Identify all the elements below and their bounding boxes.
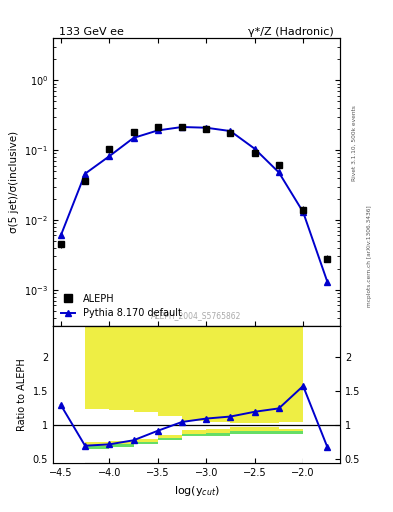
Bar <box>53 326 85 463</box>
Bar <box>158 416 182 435</box>
Bar <box>206 326 230 436</box>
Bar <box>158 326 182 438</box>
Y-axis label: Ratio to ALEPH: Ratio to ALEPH <box>17 358 27 431</box>
Bar <box>327 326 340 463</box>
Bar <box>182 326 206 434</box>
Bar <box>279 326 303 434</box>
Bar <box>327 326 340 463</box>
Text: ALEPH_2004_S5765862: ALEPH_2004_S5765862 <box>151 311 242 321</box>
Bar <box>255 326 279 432</box>
Bar <box>279 326 303 432</box>
Bar <box>109 410 134 441</box>
Y-axis label: σ(5 jet)/σ(inclusive): σ(5 jet)/σ(inclusive) <box>9 131 18 233</box>
Bar <box>230 326 255 432</box>
Bar <box>53 326 85 463</box>
Text: γ*/Z (Hadronic): γ*/Z (Hadronic) <box>248 27 334 37</box>
Bar <box>279 422 303 429</box>
Bar <box>230 423 255 428</box>
Bar <box>134 412 158 439</box>
Bar <box>255 326 279 434</box>
Bar <box>53 326 85 463</box>
Legend: ALEPH, Pythia 8.170 default: ALEPH, Pythia 8.170 default <box>58 291 185 322</box>
Bar <box>230 326 255 434</box>
Bar <box>303 326 327 463</box>
Bar <box>206 326 230 433</box>
X-axis label: log(y$_{cut}$): log(y$_{cut}$) <box>173 484 220 498</box>
Bar <box>303 326 327 463</box>
Bar <box>134 326 158 444</box>
Bar <box>255 423 279 428</box>
Bar <box>182 326 206 436</box>
Text: 133 GeV ee: 133 GeV ee <box>59 27 124 37</box>
Bar <box>327 326 340 463</box>
Text: mcplots.cern.ch [arXiv:1306.3436]: mcplots.cern.ch [arXiv:1306.3436] <box>367 205 373 307</box>
Bar <box>85 326 109 449</box>
Bar <box>158 326 182 440</box>
Bar <box>109 326 134 444</box>
Bar <box>109 326 134 447</box>
Bar <box>206 422 230 429</box>
Text: Rivet 3.1.10, 500k events: Rivet 3.1.10, 500k events <box>352 105 357 181</box>
Bar <box>303 326 327 463</box>
Bar <box>182 420 206 430</box>
Bar <box>134 326 158 442</box>
Bar <box>85 326 109 446</box>
Bar <box>85 409 109 442</box>
